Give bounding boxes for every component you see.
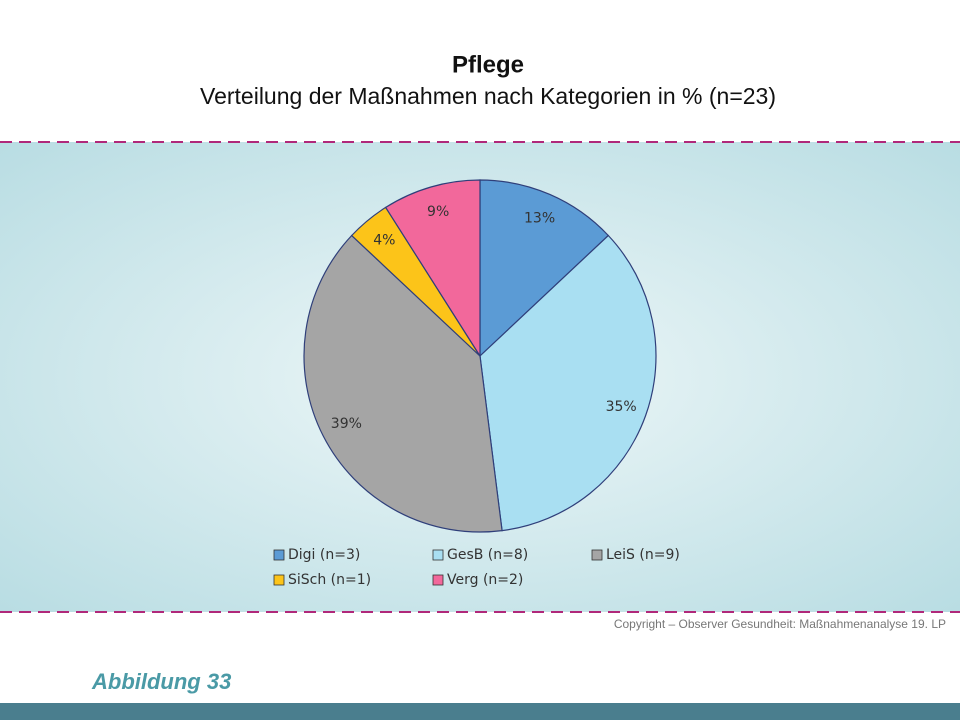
pie-slice [384, 179, 481, 359]
footer-bar [0, 703, 960, 720]
chart-title: Pflege [452, 51, 524, 78]
legend-swatch [591, 549, 603, 561]
legend-swatch [273, 574, 285, 586]
data-label: 13% [524, 210, 555, 226]
pie-slice [479, 179, 610, 358]
figure-label: Abbildung 33 [91, 669, 231, 694]
legend-swatch [432, 574, 444, 586]
copyright: Copyright – Observer Gesundheit: Maßnahm… [614, 617, 946, 631]
pie: 13% 35% 39% 4% 9% [303, 179, 657, 533]
legend-label: SiSch (n=1) [288, 572, 371, 588]
data-label: 4% [373, 232, 395, 248]
pie-slice [303, 234, 503, 533]
legend-swatch [273, 549, 285, 561]
data-label: 9% [427, 204, 449, 220]
legend-swatch [432, 549, 444, 561]
chart-subtitle: Verteilung der Maßnahmen nach Kategorien… [200, 83, 776, 109]
legend-label: Digi (n=3) [288, 547, 360, 563]
legend-label: GesB (n=8) [447, 547, 528, 563]
legend: Digi (n=3) GesB (n=8) LeiS (n=9) SiSch (n=1… [273, 547, 680, 588]
data-label: 39% [331, 416, 362, 432]
data-label: 35% [606, 399, 637, 415]
legend-label: LeiS (n=9) [606, 547, 680, 563]
legend-label: Verg (n=2) [447, 572, 523, 588]
pie-slice [479, 234, 657, 532]
